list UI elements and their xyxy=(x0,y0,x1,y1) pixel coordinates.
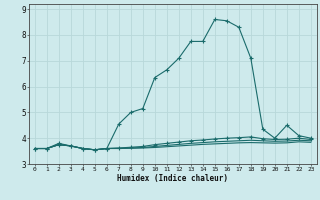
X-axis label: Humidex (Indice chaleur): Humidex (Indice chaleur) xyxy=(117,174,228,183)
